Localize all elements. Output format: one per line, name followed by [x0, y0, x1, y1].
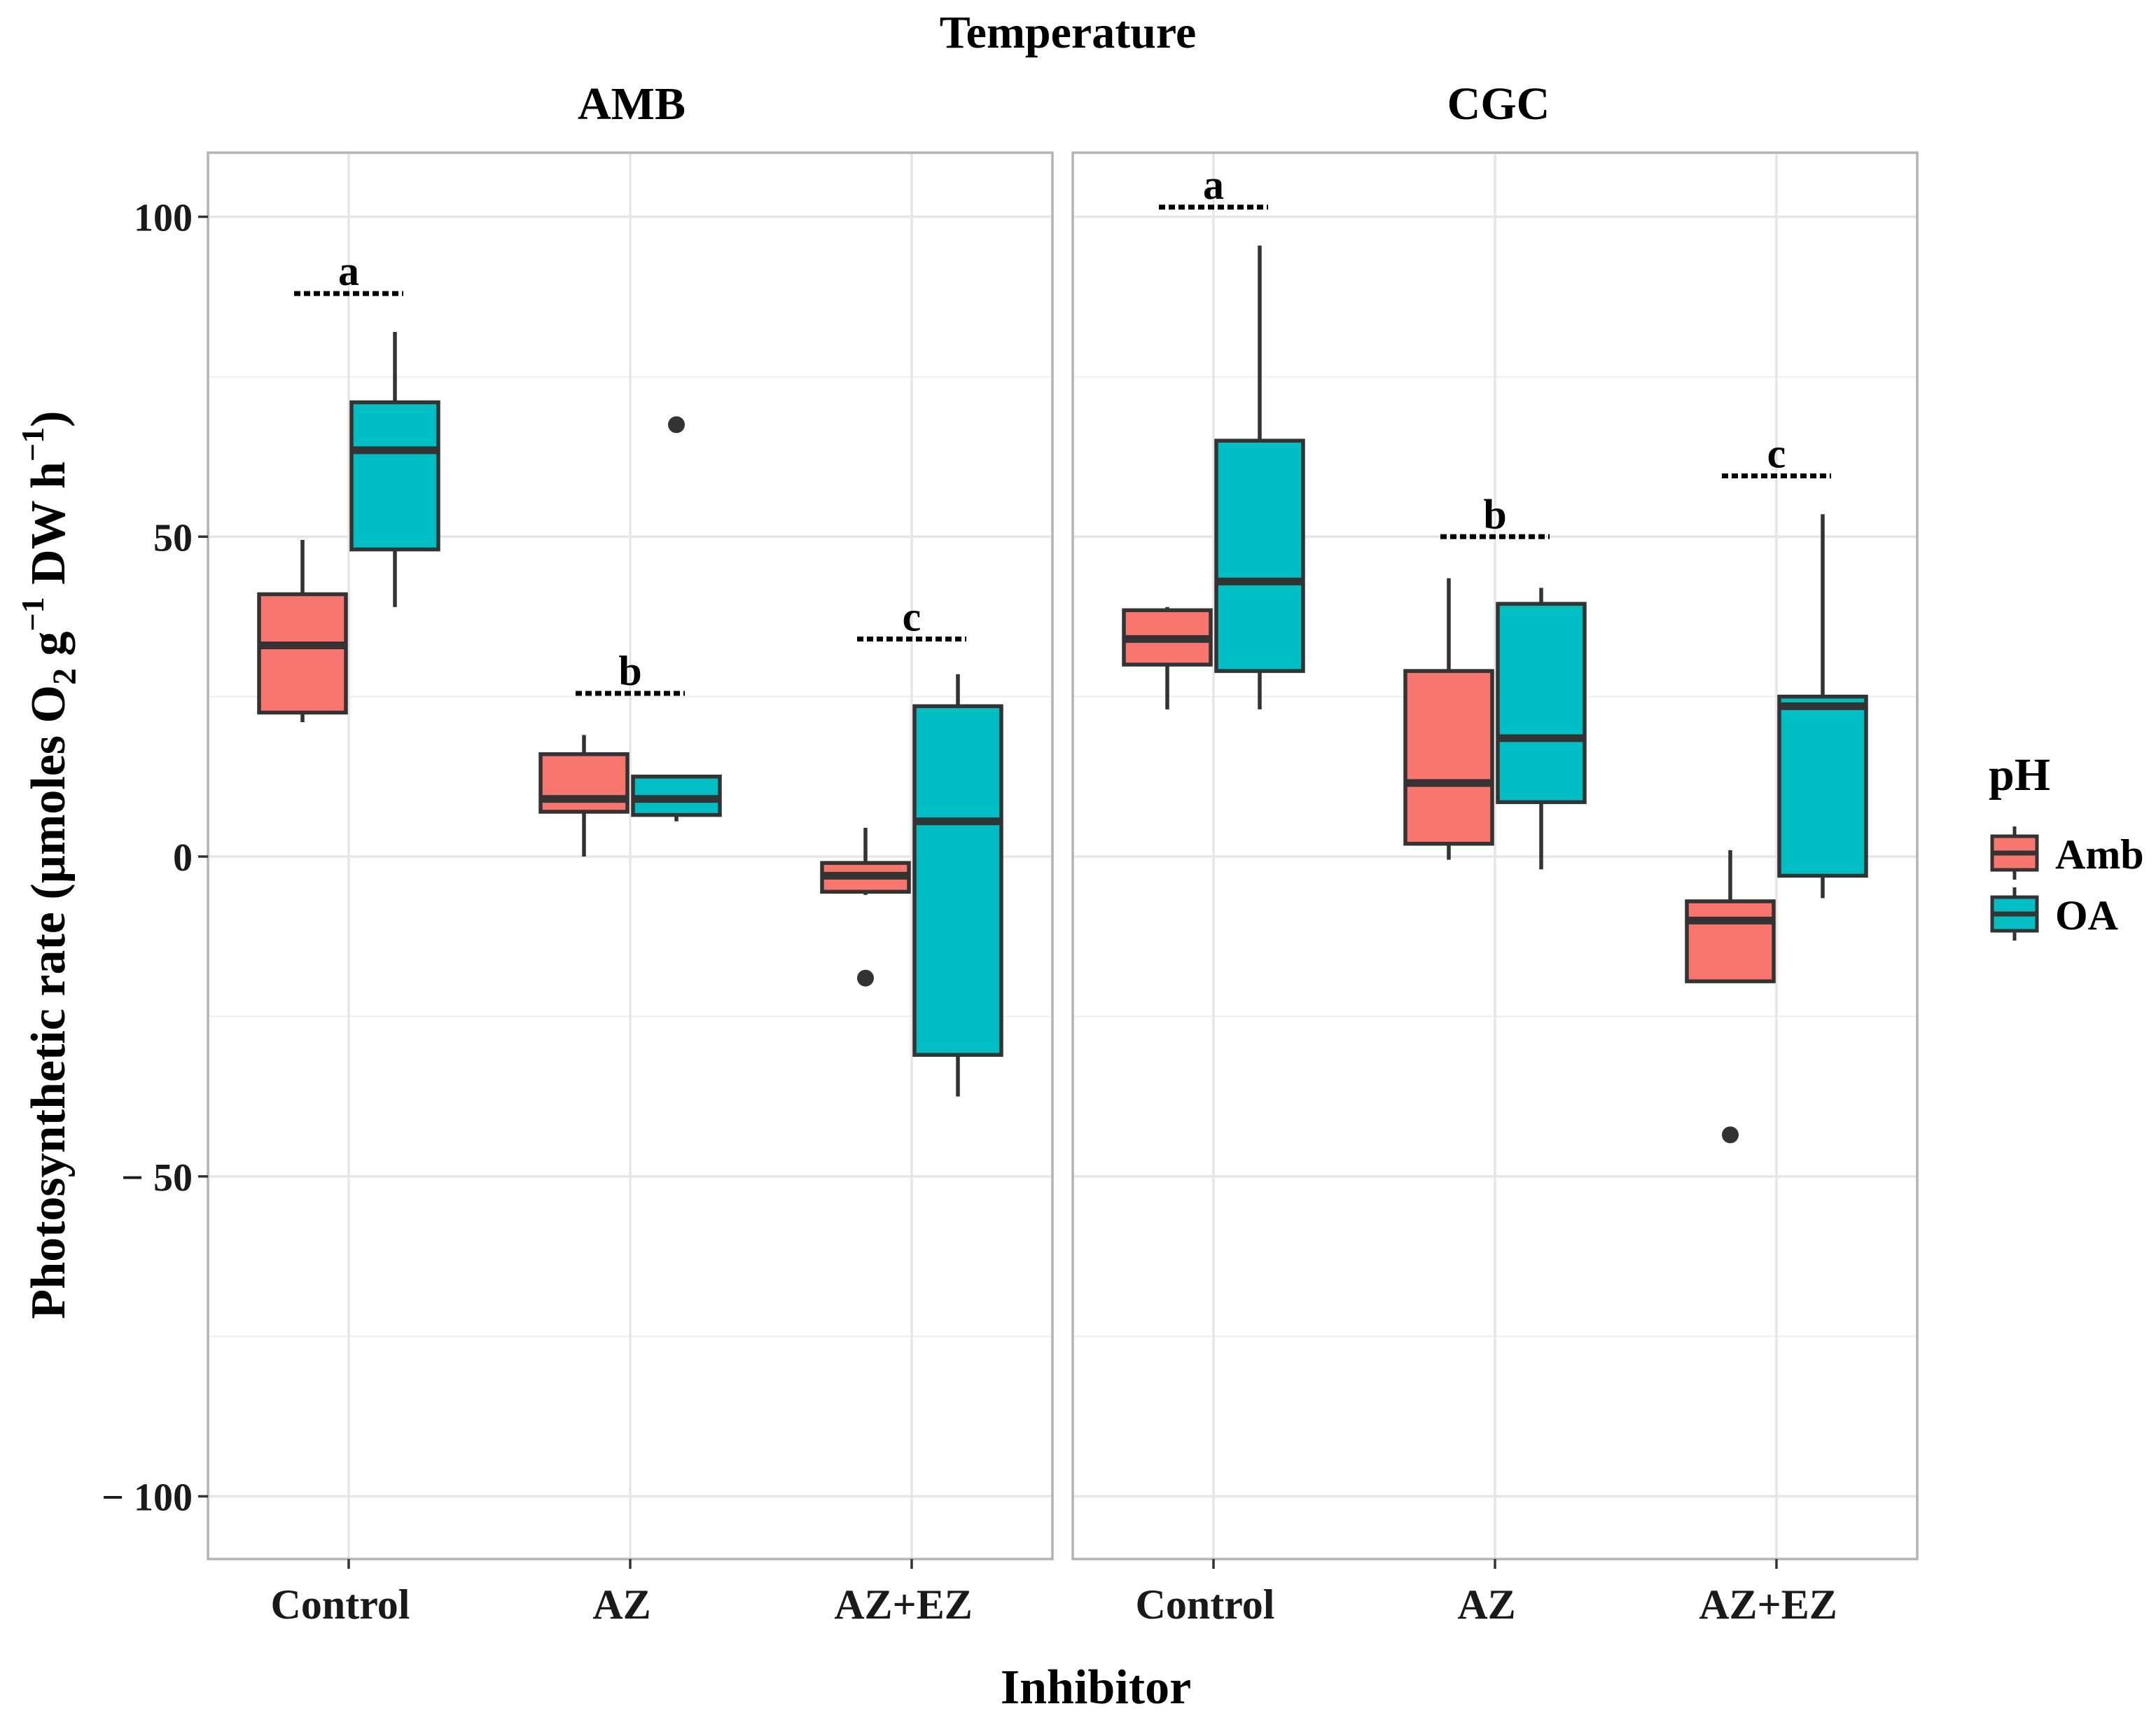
y-tick-label: 50	[153, 516, 193, 560]
y-axis-title-sub: 2	[46, 668, 83, 685]
y-axis-title-sup2: −1	[15, 427, 50, 462]
outlier-point	[857, 969, 874, 987]
x-axis: Control AZ AZ+EZ Control AZ AZ+EZ	[271, 1559, 1837, 1628]
x-tick-label: Control	[1136, 1581, 1275, 1628]
y-tick-label: − 50	[121, 1156, 193, 1200]
legend-title: pH	[1989, 749, 2050, 801]
y-axis: 100 50 0 − 50 − 100	[102, 197, 208, 1520]
significance-letter: c	[1767, 430, 1786, 476]
box-body	[257, 592, 348, 715]
facet-title: Temperature	[940, 7, 1197, 58]
panel-cgc: a b c	[1071, 151, 1919, 1560]
y-axis-title-sup1: −1	[15, 597, 50, 631]
box-body	[1685, 899, 1776, 983]
x-tick-label: AZ+EZ	[1699, 1581, 1837, 1628]
y-axis-title-part2: g	[22, 632, 76, 669]
significance-letter: a	[1203, 162, 1224, 208]
y-axis-title-part3: DW h	[22, 462, 76, 597]
x-tick-label: AZ+EZ	[834, 1581, 973, 1628]
significance-letter: b	[1483, 491, 1506, 537]
y-axis-title: Photosynthetic rate (µmoles O2 g−1 DW h−…	[15, 411, 83, 1319]
x-tick-label: Control	[271, 1581, 410, 1628]
legend-key-oa: OA	[1990, 887, 2118, 941]
y-tick-label: 0	[173, 836, 193, 880]
outlier-point	[1722, 1126, 1739, 1144]
y-tick-label: − 100	[102, 1476, 193, 1520]
box-body	[1214, 438, 1305, 673]
significance-letter: b	[618, 648, 641, 694]
panel-amb: a b c	[207, 151, 1054, 1560]
x-tick-label: AZ	[592, 1581, 651, 1628]
box-amb-az+ez-amb	[820, 827, 911, 987]
box-cgc-control-amb	[1122, 607, 1213, 709]
box-amb-az-oa	[631, 416, 722, 822]
outlier-point	[668, 416, 685, 434]
box-amb-az-amb	[538, 735, 630, 857]
legend: pH Amb OA	[1989, 749, 2144, 941]
significance-letter: a	[338, 248, 359, 294]
y-tick-label: 100	[134, 197, 193, 240]
box-body	[912, 704, 1003, 1057]
box-body	[538, 752, 630, 814]
y-axis-title-part4: )	[22, 411, 76, 427]
significance-letter: c	[903, 593, 921, 639]
x-axis-title: Inhibitor	[1001, 1661, 1191, 1714]
box-amb-az+ez-oa	[912, 674, 1003, 1097]
box-cgc-az-amb	[1403, 578, 1494, 860]
legend-label: OA	[2055, 892, 2118, 938]
y-axis-title-part1: Photosynthetic rate (µmoles O	[22, 685, 76, 1319]
box-body	[1403, 669, 1494, 846]
facet-label-cgc: CGC	[1447, 78, 1550, 130]
box-body	[349, 400, 440, 552]
x-tick-label: AZ	[1457, 1581, 1515, 1628]
facet-label-amb: AMB	[578, 78, 686, 130]
box-amb-control-amb	[257, 539, 348, 723]
box-amb-control-oa	[349, 331, 440, 607]
legend-key-amb: Amb	[1990, 826, 2144, 880]
box-body	[1777, 694, 1868, 878]
box-cgc-control-oa	[1214, 245, 1305, 709]
legend-label: Amb	[2055, 831, 2144, 878]
plot-panels: a b c a b c	[207, 151, 1919, 1560]
box-cgc-az+ez-amb	[1685, 850, 1776, 1144]
box-cgc-az+ez-oa	[1777, 514, 1868, 899]
box-body	[1496, 602, 1587, 805]
box-cgc-az-oa	[1496, 588, 1587, 870]
